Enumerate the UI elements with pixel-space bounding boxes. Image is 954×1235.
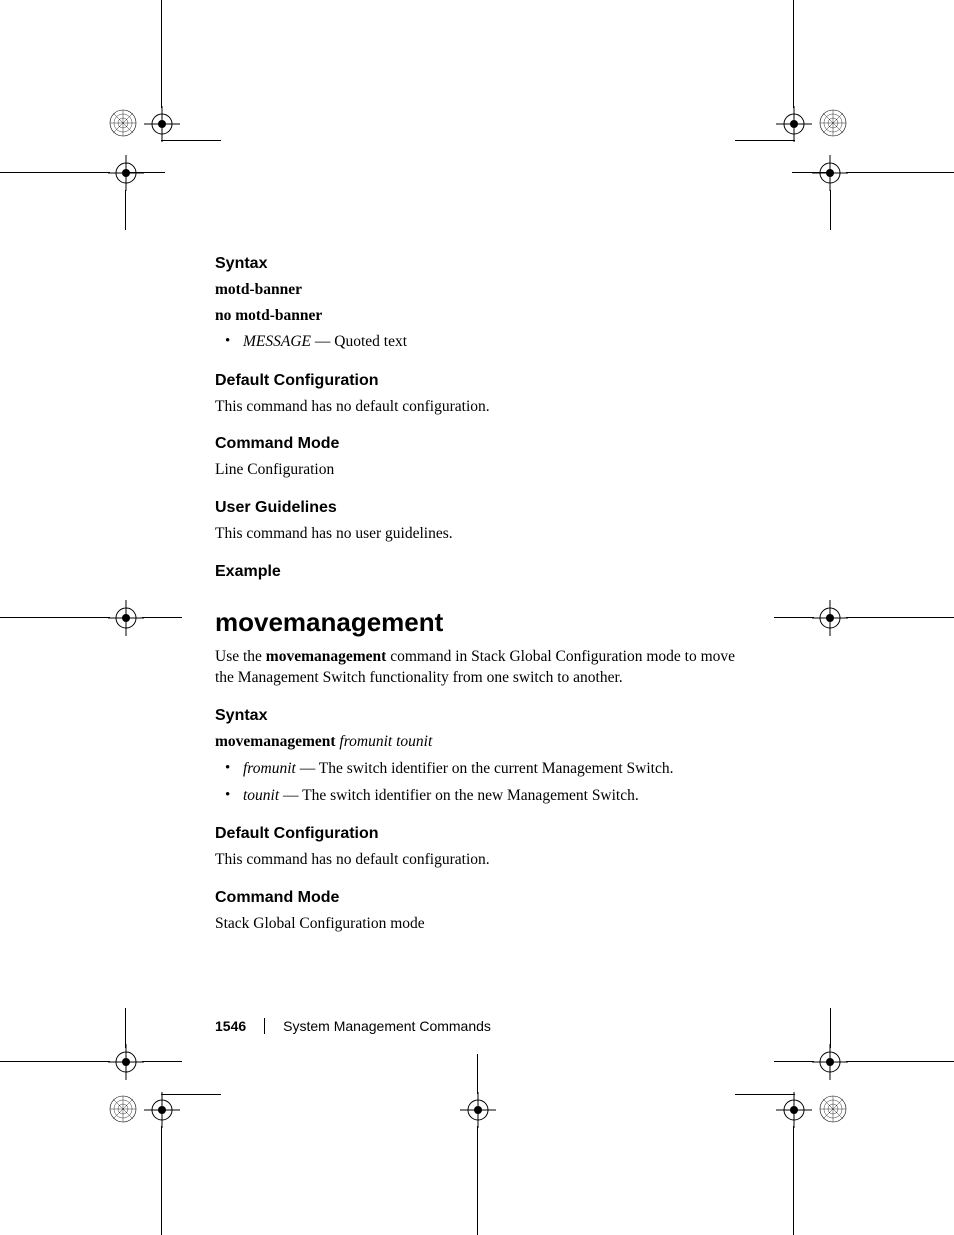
register-mark-icon (776, 106, 812, 142)
rosette-icon (818, 1094, 848, 1124)
body-text: This command has no default configuratio… (215, 396, 745, 418)
crop-line (830, 1008, 831, 1048)
register-mark-icon (460, 1092, 496, 1128)
crop-line (125, 1008, 126, 1048)
footer-divider (264, 1018, 265, 1034)
param-name: fromunit (243, 760, 296, 777)
crop-line (735, 1094, 795, 1095)
register-mark-icon (108, 155, 144, 191)
param-desc: — The switch identifier on the new Manag… (279, 787, 639, 804)
param-name: MESSAGE (243, 333, 311, 350)
intro-bold: movemanagement (266, 648, 387, 665)
register-mark-icon (144, 106, 180, 142)
rosette-icon (108, 108, 138, 138)
register-mark-icon (144, 1092, 180, 1128)
syntax-line: motd-banner (215, 279, 745, 301)
crop-line (0, 1061, 110, 1062)
bullet-item: MESSAGE — Quoted text (243, 330, 745, 353)
bullet-item: tounit — The switch identifier on the ne… (243, 784, 745, 807)
page-footer: 1546 System Management Commands (215, 1018, 491, 1034)
register-mark-icon (812, 1044, 848, 1080)
register-mark-icon (812, 600, 848, 636)
crop-line (161, 0, 162, 108)
crop-line (161, 1126, 162, 1235)
crop-line (846, 617, 954, 618)
page-number: 1546 (215, 1018, 246, 1034)
crop-line (477, 1126, 478, 1235)
intro-prefix: Use the (215, 648, 266, 665)
heading-syntax-2: Syntax (215, 707, 745, 725)
body-text: This command has no default configuratio… (215, 849, 745, 871)
rosette-icon (818, 108, 848, 138)
syntax-line: movemanagement fromunit tounit (215, 731, 745, 753)
syntax-line: no motd-banner (215, 305, 745, 327)
syntax-args: fromunit tounit (339, 733, 432, 750)
crop-line (774, 1061, 814, 1062)
register-mark-icon (108, 1044, 144, 1080)
body-text: This command has no user guidelines. (215, 523, 745, 545)
heading-syntax: Syntax (215, 255, 745, 273)
body-text: Line Configuration (215, 459, 745, 481)
bullet-item: fromunit — The switch identifier on the … (243, 757, 745, 780)
crop-line (125, 190, 126, 230)
heading-command-mode: Command Mode (215, 435, 745, 453)
crop-line (774, 617, 814, 618)
crop-line (477, 1054, 478, 1094)
chapter-name: System Management Commands (283, 1018, 491, 1034)
register-mark-icon (776, 1092, 812, 1128)
crop-line (125, 172, 165, 173)
syntax-cmd: movemanagement (215, 733, 339, 750)
param-desc: — The switch identifier on the current M… (296, 760, 674, 777)
heading-example: Example (215, 563, 745, 581)
crop-line (792, 172, 832, 173)
command-intro: Use the movemanagement command in Stack … (215, 646, 745, 689)
register-mark-icon (108, 600, 144, 636)
body-text: Stack Global Configuration mode (215, 913, 745, 935)
crop-line (830, 190, 831, 230)
crop-line (846, 172, 954, 173)
heading-user-guidelines: User Guidelines (215, 499, 745, 517)
crop-line (793, 0, 794, 108)
heading-default-config-2: Default Configuration (215, 825, 745, 843)
crop-line (0, 172, 110, 173)
param-desc: — Quoted text (311, 333, 407, 350)
crop-line (161, 1094, 221, 1095)
param-name: tounit (243, 787, 279, 804)
page-content: Syntax motd-banner no motd-banner MESSAG… (215, 255, 745, 939)
crop-line (161, 140, 221, 141)
crop-line (142, 1061, 182, 1062)
heading-default-config: Default Configuration (215, 372, 745, 390)
command-title: movemanagement (215, 607, 745, 638)
rosette-icon (108, 1094, 138, 1124)
bullet-list: fromunit — The switch identifier on the … (215, 757, 745, 808)
crop-line (793, 1126, 794, 1235)
bullet-list: MESSAGE — Quoted text (215, 330, 745, 353)
register-mark-icon (812, 155, 848, 191)
heading-command-mode-2: Command Mode (215, 889, 745, 907)
crop-line (846, 1061, 954, 1062)
crop-line (735, 140, 795, 141)
crop-line (0, 617, 110, 618)
crop-line (142, 617, 182, 618)
